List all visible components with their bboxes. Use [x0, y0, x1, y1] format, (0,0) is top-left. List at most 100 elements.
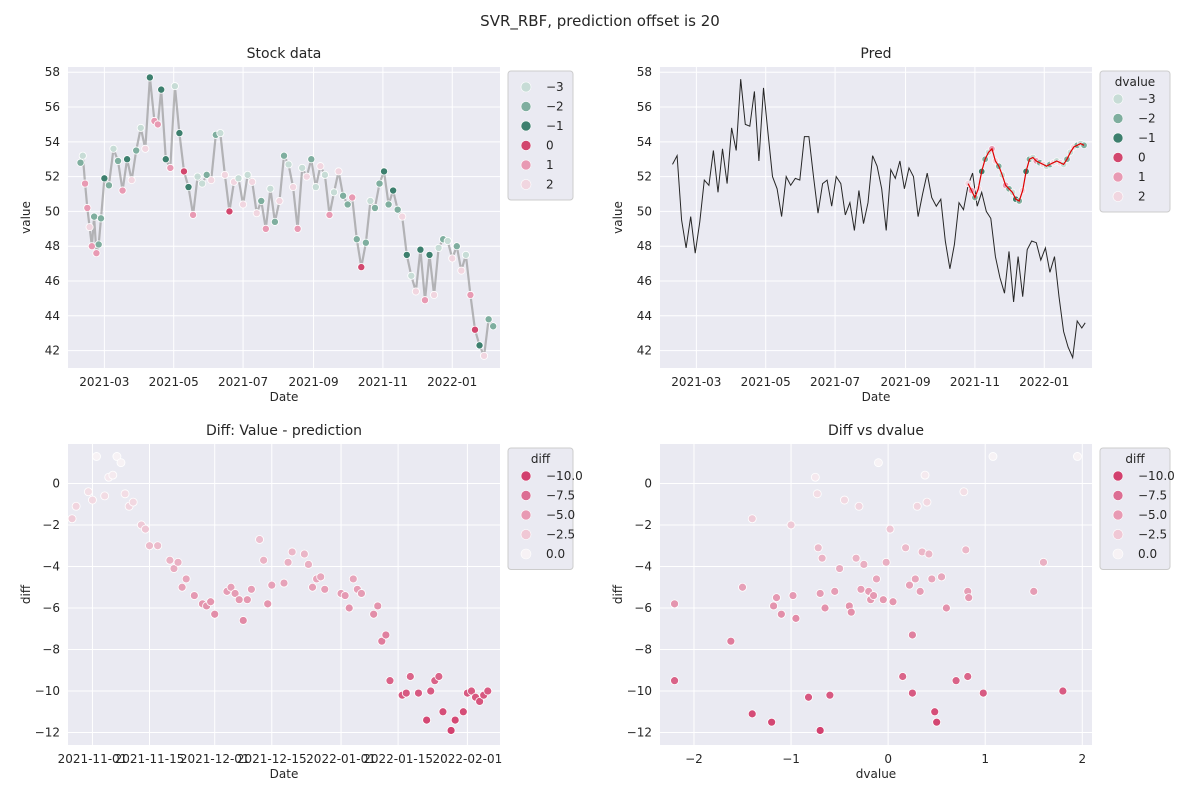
legend-label: −1 [1138, 131, 1156, 145]
data-point [856, 584, 866, 594]
data-point [81, 179, 90, 188]
legend-label: −1 [546, 119, 564, 133]
data-point [343, 200, 352, 209]
legend-frame [1099, 70, 1171, 213]
data-point [127, 176, 136, 185]
data-point [238, 616, 248, 625]
data-point [68, 514, 77, 524]
data-point [311, 183, 320, 192]
data-point [389, 186, 398, 195]
data-point [330, 188, 339, 197]
data-point [402, 250, 411, 259]
data-point [963, 672, 973, 681]
data-point [927, 574, 937, 584]
data-point [283, 557, 293, 567]
data-point [266, 184, 275, 193]
data-point [426, 686, 436, 696]
data-point [430, 290, 439, 299]
data-point [216, 129, 225, 138]
legend-label: −2 [546, 100, 564, 114]
subplot-title: Stock data [247, 46, 322, 62]
data-point [175, 129, 184, 138]
subplot-1: 2021-03 2021-05 2021-07 2021-09 2021-11 2022-… [19, 46, 574, 404]
data-point [193, 172, 202, 181]
data-point [123, 155, 132, 164]
x-tick-label: 2021-11 [950, 375, 1000, 389]
data-point [267, 580, 277, 590]
data-point [225, 207, 234, 216]
subplot-2: 2021-03 2021-05 2021-07 2021-09 2021-11 2022-… [611, 46, 1171, 404]
y-tick-label: −12 [35, 726, 60, 740]
data-point [448, 254, 457, 263]
y-tick-label: 48 [637, 239, 652, 253]
x-axis-label: Date [270, 390, 299, 404]
data-point [467, 686, 476, 696]
data-point [407, 271, 416, 280]
data-point [820, 603, 830, 613]
x-tick-label: 2022-01 [1019, 375, 1069, 389]
data-point [786, 520, 796, 530]
legend-marker [520, 101, 532, 112]
prediction-line [967, 142, 1085, 202]
data-point [466, 290, 475, 299]
data-point [964, 180, 972, 188]
data-point [112, 452, 122, 461]
data-point [145, 541, 154, 551]
data-point [189, 591, 199, 600]
data-point [169, 564, 179, 573]
data-point [411, 287, 420, 296]
figure-title: SVR_RBF, prediction offset is 20 [480, 12, 720, 30]
data-point [484, 315, 493, 324]
data-point [293, 224, 302, 233]
data-point [475, 341, 484, 350]
legend-marker [520, 529, 532, 540]
subplot-3: 2021-11-012021-11-152021-12-012021-12-15… [19, 423, 583, 781]
data-point [92, 249, 101, 258]
y-tick-label: −4 [634, 559, 652, 573]
x-tick-label: 2021-03 [79, 375, 129, 389]
data-point [226, 582, 236, 592]
legend-label: −10.0 [1138, 469, 1175, 483]
series-group [76, 73, 498, 360]
data-point [815, 589, 825, 598]
data-point [141, 524, 150, 534]
legend-label: −7.5 [546, 489, 575, 503]
data-point [813, 543, 823, 553]
data-point [259, 555, 269, 565]
legend-label: 1 [546, 158, 554, 172]
x-tick-label: 0 [884, 752, 892, 766]
data-point [104, 181, 113, 190]
data-point [791, 613, 801, 623]
legend-marker [1112, 152, 1124, 163]
legend-title: diff [1125, 452, 1145, 466]
data-point [901, 543, 911, 553]
y-tick-label: 52 [637, 170, 652, 184]
data-point [878, 595, 888, 605]
data-point [854, 501, 864, 511]
data-point [1073, 452, 1082, 461]
y-axis-label: value [611, 201, 625, 234]
data-point [87, 242, 96, 251]
data-point [181, 574, 191, 584]
data-point [85, 223, 94, 232]
data-point [263, 599, 273, 609]
data-point [157, 85, 166, 94]
legend-label: 0 [546, 139, 554, 153]
series-group [670, 452, 1082, 735]
data-point [284, 160, 293, 169]
data-point [908, 630, 917, 640]
data-point [420, 296, 429, 305]
data-point [165, 555, 175, 565]
data-point [869, 591, 878, 600]
data-point [100, 491, 110, 501]
data-point [817, 553, 827, 563]
data-point [352, 235, 361, 244]
data-point [248, 177, 257, 186]
data-point [108, 470, 118, 480]
data-point [1029, 586, 1039, 596]
data-point [951, 676, 961, 686]
data-point [835, 564, 844, 573]
data-point [90, 212, 99, 221]
data-point [457, 266, 466, 275]
